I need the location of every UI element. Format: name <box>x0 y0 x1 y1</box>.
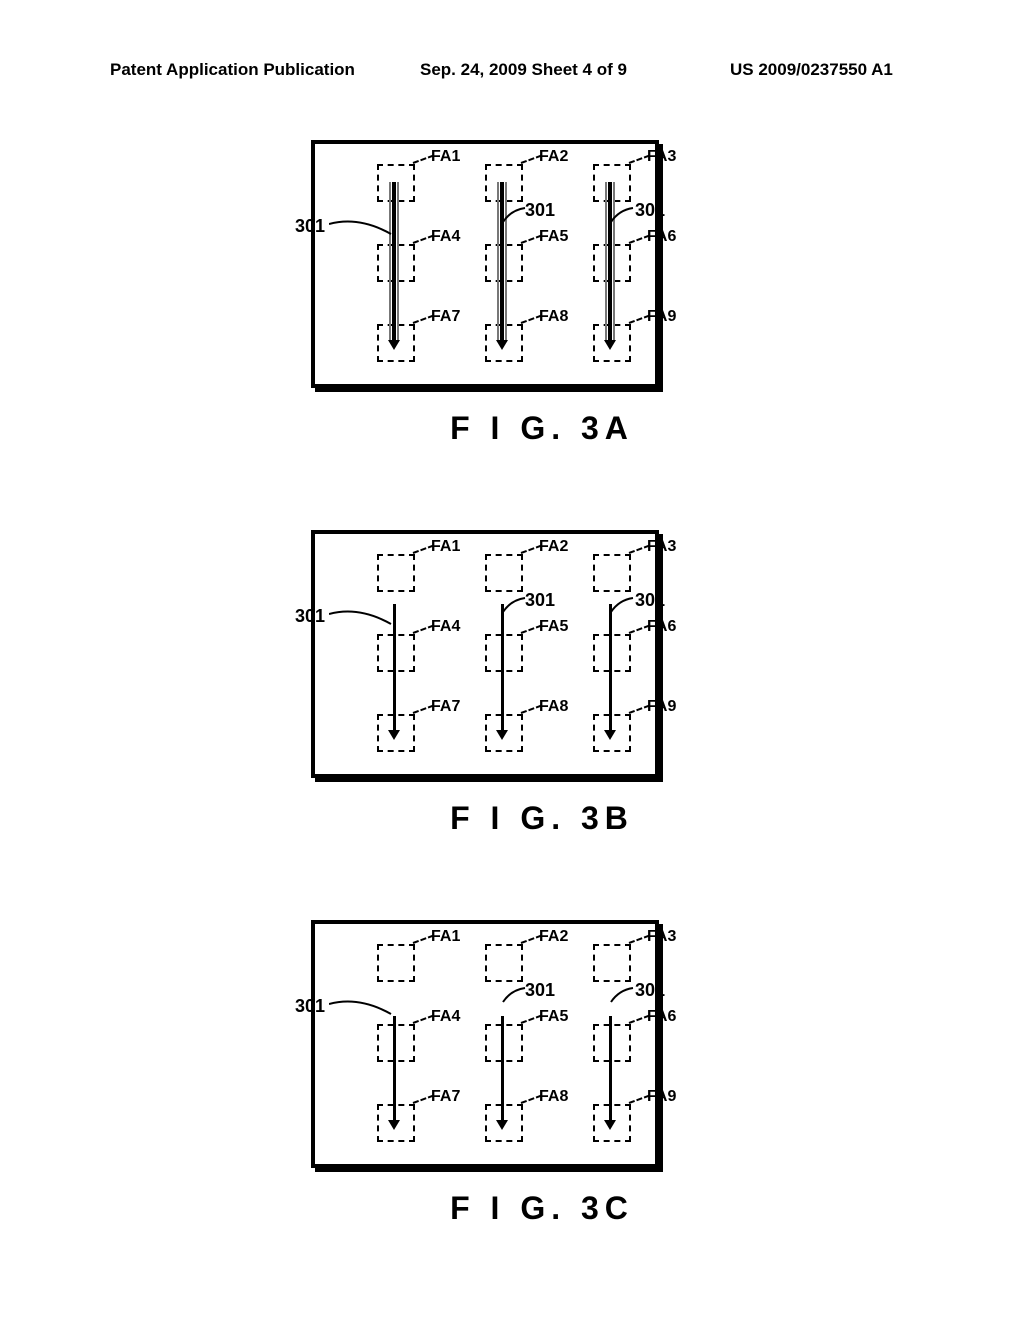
fa-label: FA2 <box>539 928 568 946</box>
fa-label: FA8 <box>539 308 568 326</box>
arrowhead-icon <box>496 340 508 350</box>
arrowhead-icon <box>388 340 400 350</box>
focus-area-box <box>485 554 523 592</box>
fa-label: FA2 <box>539 148 568 166</box>
fa-label: FA8 <box>539 1088 568 1106</box>
fa-label: FA5 <box>539 1008 568 1026</box>
arrowhead-icon <box>388 1120 400 1130</box>
fa-label: FA4 <box>431 1008 460 1026</box>
focus-area-box <box>377 634 415 672</box>
motion-bar <box>393 1016 396 1122</box>
focus-area-box <box>485 634 523 672</box>
focus-area-box <box>593 164 631 202</box>
focus-area-box <box>593 944 631 982</box>
fa-label: FA1 <box>431 538 460 556</box>
leader-curve <box>609 984 649 1014</box>
leader-curve <box>501 594 541 624</box>
fa-label: FA1 <box>431 928 460 946</box>
fa-label: FA5 <box>539 228 568 246</box>
arrowhead-icon <box>604 1120 616 1130</box>
fa-label: FA6 <box>647 618 676 636</box>
fa-label: FA9 <box>647 308 676 326</box>
arrowhead-icon <box>496 730 508 740</box>
focus-area-box <box>593 244 631 282</box>
fa-label: FA2 <box>539 538 568 556</box>
leader-curve <box>501 984 541 1014</box>
leader-curve <box>609 594 649 624</box>
leader-curve <box>609 204 649 234</box>
fa-label: FA3 <box>647 538 676 556</box>
fa-label: FA6 <box>647 228 676 246</box>
leader-curve <box>329 606 399 636</box>
fa-label: FA7 <box>431 1088 460 1106</box>
ref-301-left: 301 <box>295 606 325 627</box>
focus-area-box <box>593 1024 631 1062</box>
leader-curve <box>329 996 399 1026</box>
figure-frame: FA1FA2FA3FA4FA5FA6FA7FA8FA9301301301 <box>311 140 659 388</box>
fa-label: FA1 <box>431 148 460 166</box>
fa-label: FA6 <box>647 1008 676 1026</box>
figure-frame: FA1FA2FA3FA4FA5FA6FA7FA8FA9301301301 <box>311 530 659 778</box>
figure-A: FA1FA2FA3FA4FA5FA6FA7FA8FA9301301301F I … <box>286 140 738 447</box>
focus-area-box <box>377 944 415 982</box>
figure-caption: F I G. 3C <box>346 1190 738 1227</box>
focus-area-box <box>377 554 415 592</box>
ref-301-left: 301 <box>295 216 325 237</box>
ref-301-left: 301 <box>295 996 325 1017</box>
figure-frame: FA1FA2FA3FA4FA5FA6FA7FA8FA9301301301 <box>311 920 659 1168</box>
motion-bar <box>392 182 396 342</box>
arrowhead-icon <box>604 340 616 350</box>
fa-label: FA3 <box>647 928 676 946</box>
focus-area-box <box>485 164 523 202</box>
leader-curve <box>501 204 541 234</box>
header-left: Patent Application Publication <box>110 60 355 80</box>
figure-B: FA1FA2FA3FA4FA5FA6FA7FA8FA9301301301F I … <box>286 530 738 837</box>
figure-C: FA1FA2FA3FA4FA5FA6FA7FA8FA9301301301F I … <box>286 920 738 1227</box>
header-right: US 2009/0237550 A1 <box>730 60 893 80</box>
focus-area-box <box>377 1024 415 1062</box>
fa-label: FA7 <box>431 308 460 326</box>
fa-label: FA7 <box>431 698 460 716</box>
fa-label: FA4 <box>431 228 460 246</box>
arrowhead-icon <box>604 730 616 740</box>
figure-caption: F I G. 3A <box>346 410 738 447</box>
arrowhead-icon <box>496 1120 508 1130</box>
motion-bar <box>609 1016 612 1122</box>
motion-bar <box>501 1016 504 1122</box>
fa-label: FA4 <box>431 618 460 636</box>
focus-area-box <box>593 554 631 592</box>
fa-label: FA9 <box>647 698 676 716</box>
fa-label: FA9 <box>647 1088 676 1106</box>
fa-label: FA8 <box>539 698 568 716</box>
focus-area-box <box>593 634 631 672</box>
focus-area-box <box>377 164 415 202</box>
focus-area-box <box>485 244 523 282</box>
figure-caption: F I G. 3B <box>346 800 738 837</box>
focus-area-box <box>485 944 523 982</box>
arrowhead-icon <box>388 730 400 740</box>
focus-area-box <box>377 244 415 282</box>
fa-label: FA3 <box>647 148 676 166</box>
focus-area-box <box>485 1024 523 1062</box>
leader-curve <box>329 216 399 246</box>
header-center: Sep. 24, 2009 Sheet 4 of 9 <box>420 60 627 80</box>
fa-label: FA5 <box>539 618 568 636</box>
page: Patent Application Publication Sep. 24, … <box>0 0 1024 1320</box>
